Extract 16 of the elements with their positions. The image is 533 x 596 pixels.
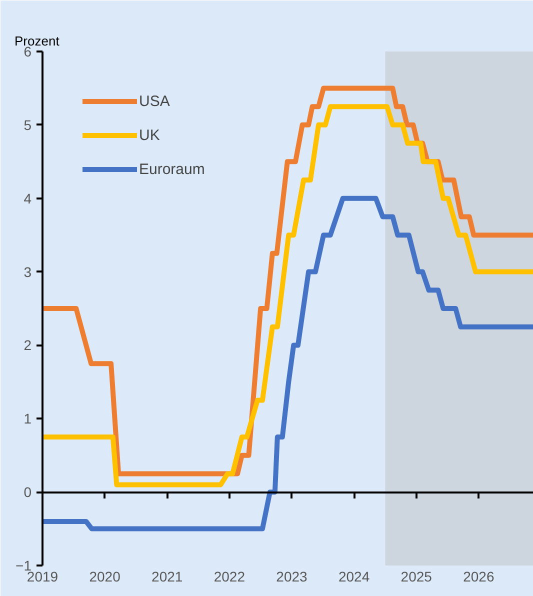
x-tick-label: 2021 [152,568,183,584]
x-tick-label: 2024 [338,568,370,584]
legend-label: UK [139,126,160,144]
x-tick-label: 2025 [400,568,432,584]
x-tick-label: 2022 [214,568,246,584]
y-tick-label: 3 [24,264,32,280]
y-tick-label: 1 [24,410,32,427]
x-tick-label: 2020 [89,568,121,584]
x-tick-label: 2023 [276,568,308,584]
y-tick-label: 4 [24,190,32,206]
y-tick-label: 5 [24,116,32,133]
legend-label: Euroraum [139,160,205,178]
y-tick-label: 0 [24,484,32,500]
legend-label: USA [139,92,170,110]
x-tick-label: 2026 [463,568,494,584]
y-tick-label: 2 [24,337,32,354]
